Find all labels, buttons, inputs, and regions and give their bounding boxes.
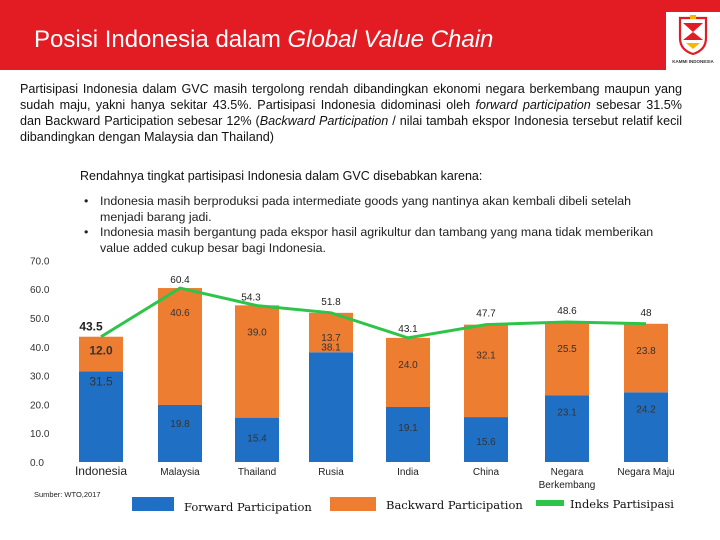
intro-part-5: / nilai tambah ekspor Indonesia tersebut… <box>20 114 683 144</box>
backward-data-label: 13.7 <box>321 333 341 344</box>
backward-bar <box>464 324 508 418</box>
index-data-label: 43.5 <box>79 320 103 334</box>
y-tick-label: 40.0 <box>30 343 50 354</box>
title-banner: Posisi Indonesia dalam Global Value Chai… <box>0 0 720 70</box>
y-tick-label: 10.0 <box>30 429 50 440</box>
forward-data-label: 19.8 <box>170 419 190 430</box>
category-label: India <box>397 467 419 478</box>
index-data-label: 43.1 <box>398 324 418 335</box>
category-label: Thailand <box>238 467 276 478</box>
forward-bar <box>624 392 668 462</box>
backward-data-label: 32.1 <box>476 351 496 362</box>
logo-emblem-icon <box>678 15 708 56</box>
category-label: Malaysia <box>160 467 200 478</box>
y-tick-label: 20.0 <box>30 400 50 411</box>
forward-data-label: 31.5 <box>89 374 113 388</box>
forward-bar <box>464 417 508 462</box>
forward-data-label: 23.1 <box>557 407 577 418</box>
bullet-list: • Indonesia masih berproduksi pada inter… <box>84 194 664 256</box>
legend-swatch <box>330 497 376 511</box>
source-note: Sumber: WTO,2017 <box>34 490 101 499</box>
forward-bar <box>158 404 202 462</box>
y-tick-label: 0.0 <box>30 458 44 469</box>
y-tick-label: 60.0 <box>30 285 50 296</box>
logo-text: KAMMI INDONESIA <box>672 59 714 64</box>
index-data-label: 48 <box>640 308 652 319</box>
backward-bar <box>158 288 202 405</box>
category-label: Indonesia <box>75 464 127 478</box>
backward-bar <box>386 337 430 407</box>
forward-data-label: 38.1 <box>321 342 341 353</box>
index-data-label: 54.3 <box>241 293 261 304</box>
legend-label: Indeks Partisipasi <box>570 497 674 511</box>
forward-data-label: 19.1 <box>398 423 418 434</box>
forward-data-label: 15.4 <box>247 434 267 445</box>
forward-data-label: 15.6 <box>476 437 496 448</box>
legend-swatch <box>132 497 174 511</box>
category-label: China <box>473 467 500 478</box>
intro-paragraph: Partisipasi Indonesia dalam GVC masih te… <box>20 81 682 145</box>
index-data-label: 48.6 <box>557 306 577 317</box>
category-label: Negara Maju <box>617 467 674 478</box>
forward-bar <box>79 371 123 462</box>
index-data-label: 51.8 <box>321 297 341 308</box>
bullet-dot: • <box>84 225 89 239</box>
index-data-label: 60.4 <box>170 275 190 286</box>
intro-part-2: forward participation <box>475 98 591 112</box>
backward-bar <box>235 305 279 418</box>
participation-index-line <box>100 286 647 340</box>
category-label: Berkembang <box>539 480 596 491</box>
forward-bar <box>386 406 430 462</box>
forward-bar <box>309 352 353 462</box>
bullet-text: Indonesia masih bergantung pada ekspor h… <box>100 225 654 255</box>
forward-data-label: 24.2 <box>636 404 656 415</box>
title-italic: Global Value Chain <box>287 26 494 53</box>
page-title: Posisi Indonesia dalam Global Value Chai… <box>34 26 493 54</box>
subheading: Rendahnya tingkat partisipasi Indonesia … <box>80 169 483 183</box>
backward-bar <box>309 312 353 353</box>
backward-bar <box>624 323 668 393</box>
bullet-dot: • <box>84 194 89 208</box>
y-tick-label: 70.0 <box>30 256 50 267</box>
backward-data-label: 25.5 <box>557 344 577 355</box>
intro-part-4: Backward Participation <box>259 114 389 128</box>
forward-bar <box>545 395 589 462</box>
forward-bar <box>235 417 279 462</box>
backward-bar <box>79 336 123 372</box>
legend-swatch <box>536 500 564 506</box>
legend-label: Forward Participation <box>184 500 312 514</box>
bullet-text: Indonesia masih berproduksi pada interme… <box>100 194 632 224</box>
backward-bar <box>545 322 589 396</box>
category-label: Negara <box>551 467 584 478</box>
bullet-item: • Indonesia masih berproduksi pada inter… <box>84 194 664 225</box>
legend-label: Backward Participation <box>386 498 523 512</box>
y-tick-label: 30.0 <box>30 372 50 383</box>
title-plain: Posisi Indonesia dalam <box>34 26 288 53</box>
category-label: Rusia <box>318 467 344 478</box>
backward-data-label: 40.6 <box>170 308 190 319</box>
backward-data-label: 24.0 <box>398 360 418 371</box>
backward-data-label: 12.0 <box>89 344 113 358</box>
index-data-label: 47.7 <box>476 309 496 320</box>
bullet-item: • Indonesia masih bergantung pada ekspor… <box>84 225 664 256</box>
logo <box>666 12 720 70</box>
backward-data-label: 23.8 <box>636 346 656 357</box>
y-tick-label: 50.0 <box>30 314 50 325</box>
backward-data-label: 39.0 <box>247 327 267 338</box>
intro-part-3: sebesar 31.5% dan Backward Participation… <box>20 98 682 128</box>
intro-part-1: Partisipasi Indonesia dalam GVC masih te… <box>20 82 682 112</box>
